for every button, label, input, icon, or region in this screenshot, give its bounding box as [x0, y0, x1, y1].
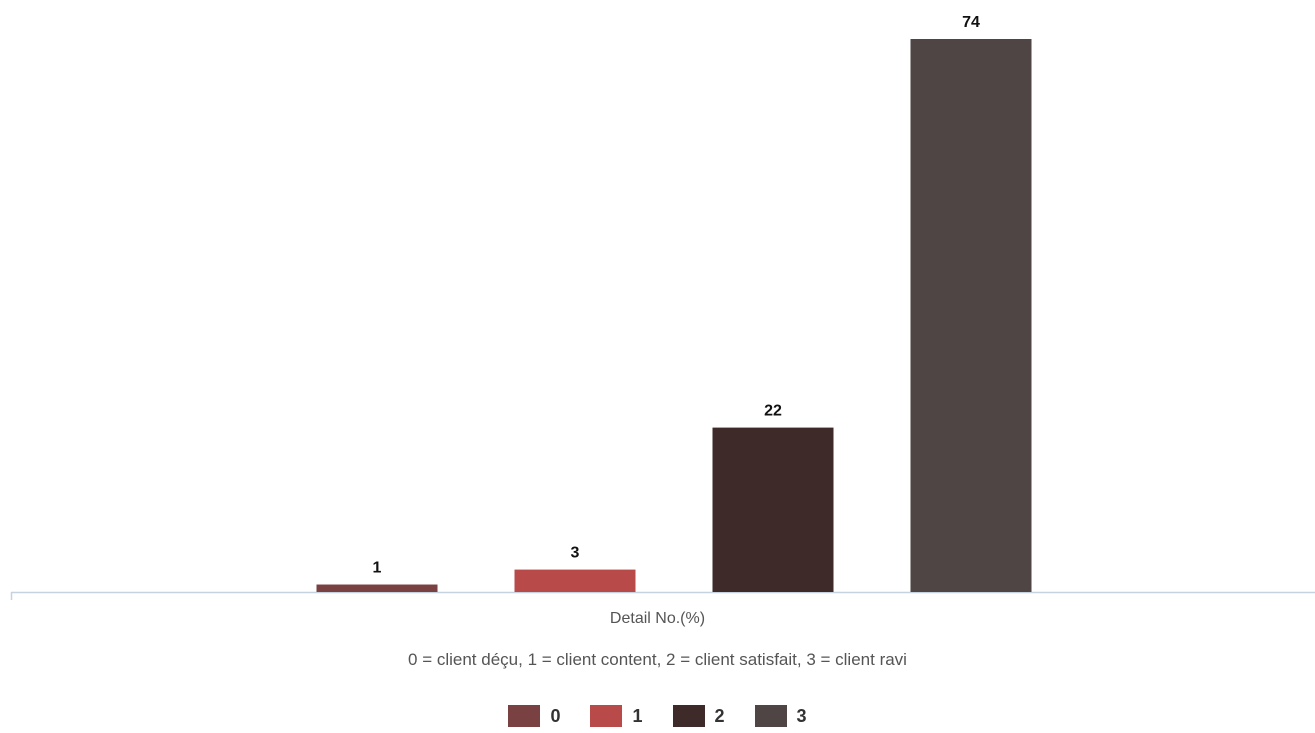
legend-label-0: 0 — [550, 705, 561, 726]
bar-2[interactable] — [712, 427, 834, 592]
bar-3[interactable] — [910, 39, 1032, 592]
x-axis-title: Detail No.(%) — [609, 610, 706, 627]
legend-item-2[interactable]: 2 — [672, 705, 725, 727]
data-label-1: 3 — [571, 545, 580, 562]
bar-1[interactable] — [514, 569, 636, 592]
legend-swatch-1 — [590, 705, 623, 727]
data-label-2: 22 — [764, 403, 782, 420]
legend-swatch-3 — [754, 705, 787, 727]
bar-0[interactable] — [316, 584, 438, 592]
legend-item-1[interactable]: 1 — [590, 705, 643, 727]
legend-item-3[interactable]: 3 — [754, 705, 807, 727]
bar-chart-plot: 1 3 22 74 — [10, 14, 1315, 600]
legend-item-0[interactable]: 0 — [508, 705, 560, 727]
legend-label-1: 1 — [632, 705, 643, 726]
legend-swatch-2 — [672, 705, 705, 727]
legend-label-2: 2 — [714, 705, 725, 726]
legend: 0 1 2 3 — [0, 705, 1315, 727]
data-label-3: 74 — [962, 14, 980, 31]
chart-subtitle: 0 = client déçu, 1 = client content, 2 =… — [408, 650, 907, 669]
legend-label-3: 3 — [796, 705, 807, 726]
data-label-0: 1 — [373, 560, 382, 577]
legend-swatch-0 — [508, 705, 541, 727]
